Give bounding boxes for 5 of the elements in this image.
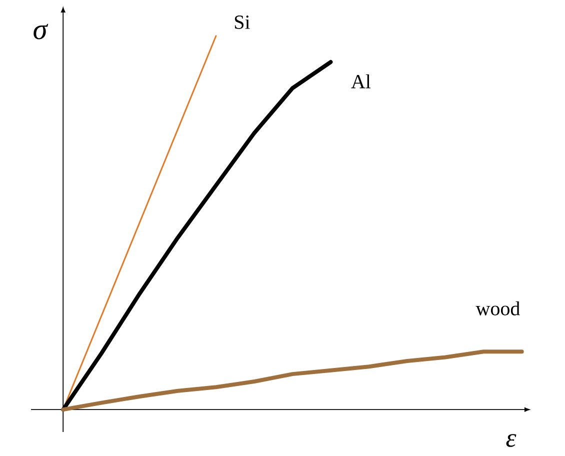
series-label: wood [476,301,520,316]
series-label: Si [234,16,250,29]
y-axis-title: σ [34,24,48,40]
x-axis-title: ε [506,434,516,447]
series-label: Al [351,74,371,88]
